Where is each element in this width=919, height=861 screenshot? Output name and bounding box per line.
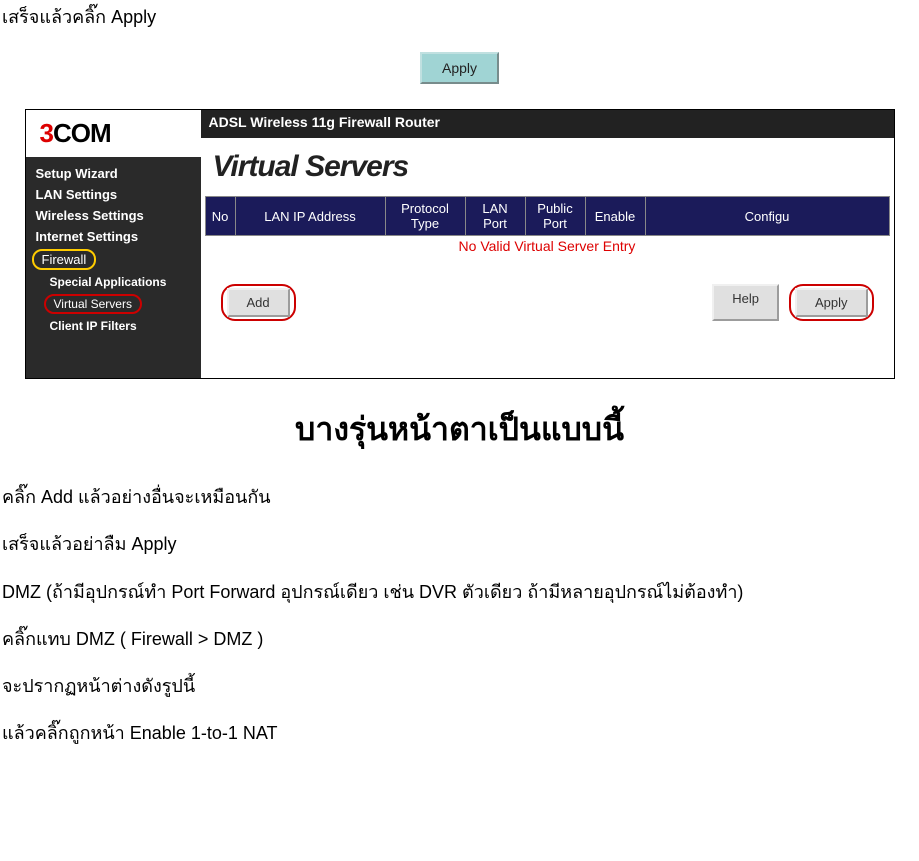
add-button-highlight: Add <box>221 284 296 321</box>
sidebar-item-client-filters[interactable]: Client IP Filters <box>26 316 201 336</box>
sidebar-item-wireless[interactable]: Wireless Settings <box>26 205 201 226</box>
apply-button[interactable]: Apply <box>795 288 868 317</box>
virtual-servers-table: No LAN IP Address Protocol Type LAN Port… <box>205 196 890 256</box>
line-dmz-tab: คลิ๊กแทบ DMZ ( Firewall > DMZ ) <box>2 627 919 652</box>
no-entry-text: No Valid Virtual Server Entry <box>205 236 889 257</box>
virtual-servers-title: Virtual Servers <box>201 138 894 196</box>
col-enable: Enable <box>585 197 645 236</box>
add-button[interactable]: Add <box>227 288 290 317</box>
logo-3: 3 <box>40 118 53 148</box>
logo-com: COM <box>53 118 111 148</box>
line-window: จะปรากฏหน้าต่างดังรูปนี้ <box>2 674 919 699</box>
col-lanport: LAN Port <box>465 197 525 236</box>
sidebar-item-firewall[interactable]: Firewall <box>32 249 97 270</box>
apply-button-highlight: Apply <box>789 284 874 321</box>
apply-image-wrap: Apply <box>0 52 919 84</box>
line-enable: แล้วคลิ๊กถูกหน้า Enable 1-to-1 NAT <box>2 721 919 746</box>
router-sidebar: 3COM Setup Wizard LAN Settings Wireless … <box>26 110 201 378</box>
sidebar-item-setup[interactable]: Setup Wizard <box>26 163 201 184</box>
section-heading: บางรุ่นหน้าตาเป็นแบบนี้ <box>0 404 919 455</box>
sidebar-item-lan[interactable]: LAN Settings <box>26 184 201 205</box>
col-lanip: LAN IP Address <box>235 197 385 236</box>
sidebar-item-internet[interactable]: Internet Settings <box>26 226 201 247</box>
sidebar-item-virtual-servers[interactable]: Virtual Servers <box>44 294 142 314</box>
sidebar-item-special[interactable]: Special Applications <box>26 272 201 292</box>
sidebar-items: Setup Wizard LAN Settings Wireless Setti… <box>26 157 201 342</box>
router-main: ADSL Wireless 11g Firewall Router Virtua… <box>201 110 894 378</box>
col-pubport: Public Port <box>525 197 585 236</box>
table-empty-row: No Valid Virtual Server Entry <box>205 236 889 257</box>
help-button[interactable]: Help <box>712 284 779 321</box>
right-button-group: Help Apply <box>712 284 873 321</box>
router-header-bar: ADSL Wireless 11g Firewall Router <box>201 110 894 138</box>
line-apply2: เสร็จแล้วอย่าลืม Apply <box>2 532 919 557</box>
line-add: คลิ๊ก Add แล้วอย่างอื่นจะเหมือนกัน <box>2 485 919 510</box>
col-ptype: Protocol Type <box>385 197 465 236</box>
line-dmz: DMZ (ถ้ามีอุปกรณ์ทำ Port Forward อุปกรณ์… <box>2 580 919 605</box>
router-screenshot: 3COM Setup Wizard LAN Settings Wireless … <box>25 109 895 379</box>
logo-3com: 3COM <box>26 110 201 157</box>
col-config: Configu <box>645 197 889 236</box>
intro-line-1: เสร็จแล้วคลิ๊ก Apply <box>2 5 919 30</box>
virtual-servers-buttons: Add Help Apply <box>201 256 894 331</box>
apply-button-image: Apply <box>420 52 499 84</box>
col-no: No <box>205 197 235 236</box>
table-header-row: No LAN IP Address Protocol Type LAN Port… <box>205 197 889 236</box>
